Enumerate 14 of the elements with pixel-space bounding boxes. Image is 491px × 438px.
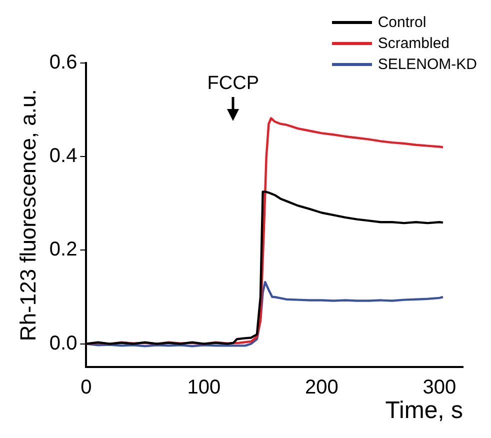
legend-label: SELENOM-KD (378, 55, 477, 75)
legend-label: Control (378, 13, 426, 33)
x-tick-label: 300 (422, 376, 456, 399)
annotation: FCCP (207, 73, 260, 94)
y-tick-label: 0.6 (49, 52, 78, 74)
y-tick-label: 0.2 (49, 238, 78, 261)
x-tick-label: 100 (187, 376, 221, 399)
y-axis-title: Rh-123 fluorescence, a.u. (15, 89, 40, 342)
y-tick-label: 0.4 (49, 145, 78, 168)
y-tick-label: 0.0 (49, 332, 78, 354)
x-tick-label: 0 (80, 376, 92, 399)
x-tick-label: 200 (305, 376, 338, 399)
legend-label: Scrambled (378, 34, 450, 54)
x-axis-title: Time, s (385, 397, 463, 424)
